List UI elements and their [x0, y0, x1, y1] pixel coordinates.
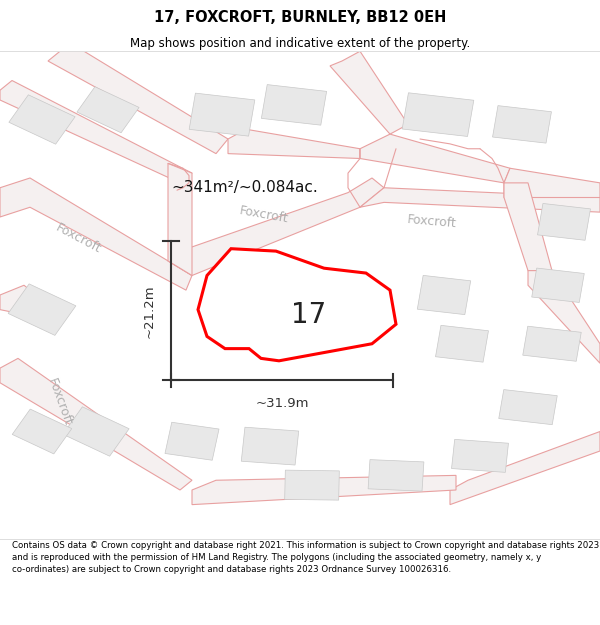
Polygon shape: [528, 271, 600, 363]
Polygon shape: [0, 285, 48, 314]
Text: 17: 17: [291, 301, 326, 329]
Polygon shape: [360, 134, 510, 183]
Polygon shape: [63, 407, 129, 456]
Polygon shape: [452, 439, 508, 472]
Text: Contains OS data © Crown copyright and database right 2021. This information is : Contains OS data © Crown copyright and d…: [12, 541, 599, 574]
Polygon shape: [198, 249, 396, 361]
Polygon shape: [262, 84, 326, 125]
Text: ~341m²/~0.084ac.: ~341m²/~0.084ac.: [171, 180, 318, 195]
Polygon shape: [241, 428, 299, 465]
Text: Map shows position and indicative extent of the property.: Map shows position and indicative extent…: [130, 37, 470, 50]
Polygon shape: [402, 92, 474, 136]
Polygon shape: [212, 277, 292, 352]
Polygon shape: [368, 459, 424, 491]
Polygon shape: [418, 276, 470, 314]
Polygon shape: [168, 163, 192, 276]
Text: Foxcroft: Foxcroft: [53, 221, 103, 256]
Polygon shape: [0, 81, 192, 183]
Polygon shape: [360, 188, 600, 212]
Polygon shape: [228, 129, 360, 159]
Text: Foxcroft: Foxcroft: [407, 213, 457, 231]
Text: Foxcroft: Foxcroft: [238, 204, 290, 225]
Polygon shape: [8, 284, 76, 336]
Polygon shape: [77, 87, 139, 132]
Polygon shape: [284, 470, 340, 500]
Polygon shape: [0, 178, 192, 290]
Polygon shape: [504, 168, 600, 198]
Polygon shape: [330, 51, 408, 134]
Polygon shape: [165, 422, 219, 460]
Text: ~21.2m: ~21.2m: [143, 284, 156, 338]
Polygon shape: [12, 409, 72, 454]
Polygon shape: [436, 326, 488, 362]
Text: 17, FOXCROFT, BURNLEY, BB12 0EH: 17, FOXCROFT, BURNLEY, BB12 0EH: [154, 10, 446, 25]
Text: ~31.9m: ~31.9m: [255, 398, 309, 411]
Polygon shape: [499, 389, 557, 424]
Polygon shape: [532, 268, 584, 302]
Text: Foxcroft: Foxcroft: [46, 377, 74, 428]
Polygon shape: [493, 106, 551, 143]
Polygon shape: [450, 431, 600, 504]
Polygon shape: [0, 358, 192, 490]
Polygon shape: [189, 93, 255, 136]
Polygon shape: [9, 95, 75, 144]
Polygon shape: [538, 204, 590, 240]
Polygon shape: [192, 476, 456, 504]
Polygon shape: [523, 326, 581, 361]
Polygon shape: [504, 183, 552, 271]
Polygon shape: [168, 178, 384, 276]
Polygon shape: [48, 51, 228, 154]
